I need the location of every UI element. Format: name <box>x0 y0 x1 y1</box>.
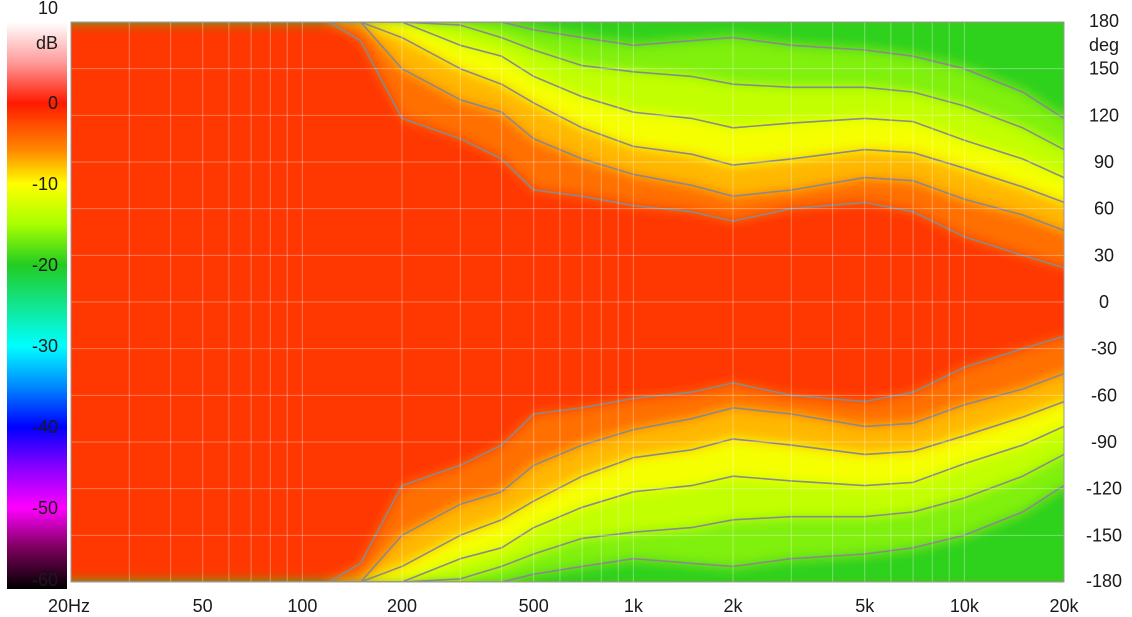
x-axis-ticks: 20Hz 50 100 200 500 1k 2k 5k 10k 20k <box>48 596 1080 616</box>
level-band <box>71 454 1064 582</box>
color-scale-tick-label: -40 <box>32 417 58 437</box>
color-scale-tick-label: -60 <box>32 570 58 590</box>
color-scale-bar <box>7 22 67 589</box>
y-tick-label: -180 <box>1086 571 1122 591</box>
y-axis-unit: deg <box>1089 35 1119 55</box>
plot-frame <box>70 21 1065 583</box>
x-tick-label: 20k <box>1049 596 1079 616</box>
y-tick-label: 120 <box>1089 105 1119 125</box>
color-scale-tick-label: 10 <box>38 0 58 18</box>
color-scale-labels: 10 0 -10 -20 -30 -40 -50 -60 dB <box>32 0 58 590</box>
y-tick-label: 30 <box>1094 245 1114 265</box>
x-tick-label: 10k <box>950 596 980 616</box>
color-scale-tick-label: -30 <box>32 336 58 356</box>
contour-line <box>71 484 1064 582</box>
x-tick-label: 50 <box>193 596 213 616</box>
y-tick-label: 90 <box>1094 152 1114 172</box>
x-tick-label: 500 <box>519 596 549 616</box>
y-tick-label: -120 <box>1086 479 1122 499</box>
contour-line <box>71 22 1064 120</box>
x-tick-label: 100 <box>287 596 317 616</box>
y-tick-label: -30 <box>1091 339 1117 359</box>
y-axis-ticks: 180 150 120 90 60 30 0 -30 -60 -90 -120 -150 -180 <box>1086 11 1122 591</box>
contour-line <box>71 425 1064 582</box>
color-scale-tick-label: -20 <box>32 255 58 275</box>
level-band <box>71 22 1064 150</box>
y-tick-label: -150 <box>1086 525 1122 545</box>
contour-line <box>71 22 1064 179</box>
x-tick-label: 20Hz <box>48 596 90 616</box>
x-tick-label: 200 <box>387 596 417 616</box>
y-tick-label: -90 <box>1091 432 1117 452</box>
y-tick-label: 150 <box>1089 59 1119 79</box>
x-tick-label: 5k <box>855 596 875 616</box>
x-tick-label: 2k <box>723 596 743 616</box>
color-scale-unit: dB <box>36 33 58 53</box>
y-tick-label: -60 <box>1091 385 1117 405</box>
contour-lines <box>71 22 1064 582</box>
contour-line <box>71 22 1064 204</box>
contour-line <box>71 453 1064 582</box>
grid-lines <box>71 22 1064 582</box>
contour-line <box>71 372 1064 582</box>
y-tick-label: 180 <box>1089 11 1119 31</box>
plot-area <box>71 22 1064 582</box>
y-tick-label: 0 <box>1099 292 1109 312</box>
contour-line <box>71 22 1064 269</box>
color-scale-tick-label: -10 <box>32 174 58 194</box>
contour-line <box>71 335 1064 582</box>
y-tick-label: 60 <box>1094 199 1114 219</box>
contour-line <box>71 22 1064 151</box>
color-scale-tick-label: -50 <box>32 498 58 518</box>
contour-line <box>71 400 1064 582</box>
color-scale-tick-label: 0 <box>48 93 58 113</box>
contour-line <box>71 22 1064 232</box>
x-tick-label: 1k <box>624 596 644 616</box>
